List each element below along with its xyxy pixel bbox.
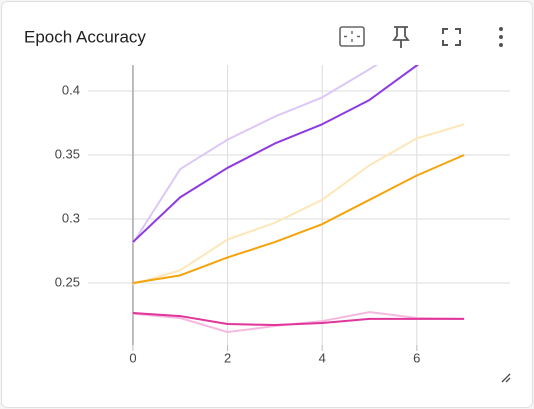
x-tick-label: 0 [129,350,136,365]
menu-button[interactable] [499,27,503,47]
plot-lines [132,65,465,334]
fit-domain-button[interactable] [339,26,365,47]
x-tick-label: 6 [413,350,420,365]
pin-button[interactable] [392,26,410,48]
series-line [132,311,465,327]
resize-handle[interactable] [501,373,511,383]
chart-title: Epoch Accuracy [24,27,146,46]
tick-labels: 0.25 0.3 0.35 0.4 0 2 4 6 [55,82,421,365]
series-line [132,65,379,244]
y-tick-label: 0.3 [62,210,80,225]
series-line [132,123,465,286]
y-tick-label: 0.35 [55,146,80,161]
series-line [132,65,420,243]
x-tick-label: 4 [319,350,326,365]
series-line [132,154,465,285]
y-tick-label: 0.25 [55,274,80,289]
y-tick-label: 0.4 [62,82,80,97]
fullscreen-button[interactable] [442,28,461,46]
x-tick-label: 2 [224,350,231,365]
